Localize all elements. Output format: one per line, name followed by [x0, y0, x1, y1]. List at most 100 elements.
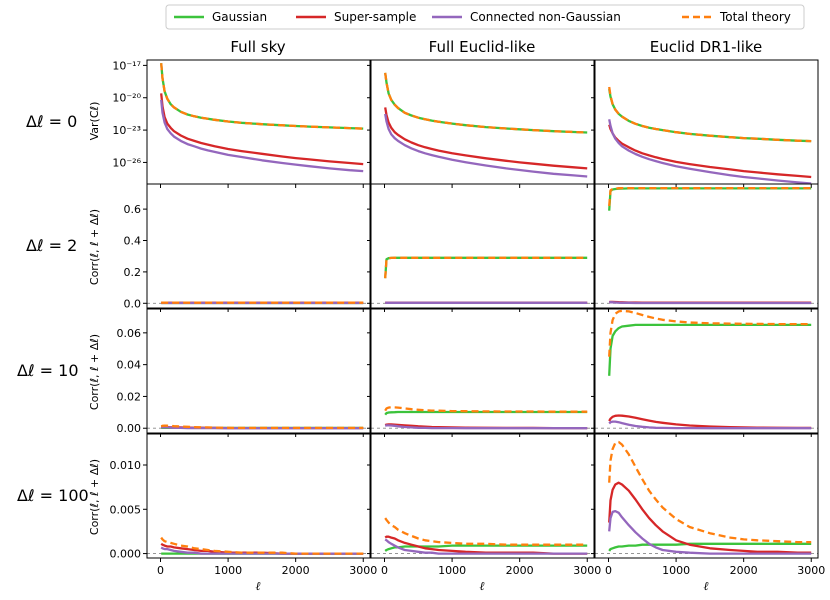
panel-r2-c2: [591, 308, 819, 437]
series-line-total: [160, 536, 364, 555]
x-axis-label-col2: ℓ: [704, 579, 709, 593]
row-label-dl0: Δℓ = 0: [26, 112, 77, 131]
panel-frame: [146, 308, 371, 434]
x-tick-label: 2000: [506, 564, 534, 577]
x-tick-label: 0: [157, 564, 164, 577]
y-tick-label: 0.0: [124, 297, 142, 310]
x-tick-label: 0: [605, 564, 612, 577]
row-label-dl2: Δℓ = 2: [26, 236, 77, 255]
panel-frame: [594, 433, 819, 559]
series-line-total: [608, 186, 812, 207]
row-label-dl10: Δℓ = 10: [17, 361, 79, 380]
y-tick-label: 0.4: [124, 235, 142, 248]
series-line-gaussian: [160, 63, 364, 130]
panel-r3-c2: 0 1000 2000 3000: [591, 433, 825, 577]
legend-label-gaussian: Gaussian: [212, 10, 267, 24]
panels: 10⁻¹⁷ 10⁻²⁰ 10⁻²³ 10⁻²⁶ 0.0 0.2 0.4 0.6 0.00 0.02…: [110, 59, 826, 577]
x-tick-label: 3000: [797, 564, 825, 577]
y-tick-label: 0.6: [124, 203, 142, 216]
y-axis-label-row0: Var(Cℓ): [88, 102, 101, 141]
y-axis-label-row2: Corr(ℓ, ℓ + Δℓ): [88, 334, 101, 410]
panel-frame: [594, 308, 819, 434]
y-tick-label: 10⁻²⁶: [112, 156, 141, 169]
panel-r1-c0: 0.0 0.2 0.4 0.6: [124, 183, 371, 312]
series-line-total: [608, 440, 812, 544]
legend: Gaussian Super-sample Connected non-Gaus…: [165, 4, 805, 30]
panel-frame: [370, 308, 595, 434]
y-tick-label: 10⁻²⁰: [112, 92, 141, 105]
series-line-supersample: [160, 93, 364, 166]
panel-r1-c1: [367, 183, 595, 312]
series-line-cng: [160, 99, 364, 173]
series-line-total: [160, 63, 364, 130]
panel-frame: [370, 183, 595, 309]
x-tick-label: 0: [381, 564, 388, 577]
y-tick-label: 0.000: [110, 548, 142, 561]
series-line-gaussian: [384, 72, 588, 134]
y-axis-label-row3: Corr(ℓ, ℓ + Δℓ): [88, 459, 101, 535]
panel-r3-c1: 0 1000 2000 3000: [367, 433, 601, 577]
series-line-gaussian: [608, 88, 812, 143]
y-tick-label: 0.02: [117, 390, 142, 403]
series-line-cng: [384, 424, 588, 430]
y-tick-label: 0.2: [124, 266, 142, 279]
series-line-cng: [608, 509, 812, 555]
y-tick-label: 10⁻¹⁷: [112, 59, 141, 72]
series-line-total: [384, 72, 588, 134]
column-title-full-euclid: Full Euclid-like: [429, 38, 536, 56]
panel-frame: [146, 433, 371, 559]
legend-label-supersample: Super-sample: [334, 10, 416, 24]
x-tick-label: 3000: [349, 564, 377, 577]
series-line-supersample: [608, 124, 812, 179]
panel-frame: [370, 433, 595, 559]
series-line-gaussian: [608, 323, 812, 376]
x-tick-label: 2000: [730, 564, 758, 577]
x-tick-label: 3000: [573, 564, 601, 577]
series-line-gaussian: [384, 544, 588, 552]
y-axis-label-row1: Corr(ℓ, ℓ + Δℓ): [88, 209, 101, 285]
series-line-gaussian: [608, 187, 812, 211]
series-line-total: [608, 309, 812, 357]
y-tick-label: 0.00: [117, 422, 142, 435]
series-line-cng: [384, 538, 588, 555]
x-tick-label: 1000: [214, 564, 242, 577]
series-line-gaussian: [608, 542, 812, 552]
panel-r2-c0: 0.00 0.02 0.04 0.06: [117, 308, 371, 437]
x-tick-label: 1000: [438, 564, 466, 577]
column-title-full-sky: Full sky: [230, 38, 285, 56]
column-title-euclid-dr1: Euclid DR1-like: [650, 38, 763, 56]
panel-r0-c2: [591, 59, 819, 188]
panel-frame: [146, 59, 371, 185]
legend-entry-gaussian: Gaussian: [174, 10, 267, 24]
y-tick-label: 0.04: [117, 359, 142, 372]
series-line-total: [160, 424, 364, 430]
x-tick-label: 1000: [662, 564, 690, 577]
y-tick-label: 0.010: [110, 459, 142, 472]
panel-frame: [146, 183, 371, 309]
series-line-total: [384, 256, 588, 279]
x-tick-label: 2000: [282, 564, 310, 577]
x-axis-label-col0: ℓ: [256, 579, 261, 593]
series-line-total: [384, 517, 588, 546]
panel-r3-c0: 0.000 0.005 0.010 0 1000 2000 3000: [110, 433, 377, 577]
y-tick-label: 0.005: [110, 503, 142, 516]
row-label-dl100: Δℓ = 100: [17, 486, 89, 505]
panel-r0-c1: [367, 59, 595, 188]
series-line-supersample: [608, 481, 812, 554]
legend-entry-total: Total theory: [682, 10, 791, 24]
series-line-total: [384, 406, 588, 413]
legend-box: [165, 4, 805, 30]
legend-entry-supersample: Super-sample: [296, 10, 416, 24]
panel-r0-c0: 10⁻¹⁷ 10⁻²⁰ 10⁻²³ 10⁻²⁶: [112, 59, 371, 188]
series-line-gaussian: [384, 256, 588, 279]
panel-r2-c1: [367, 308, 595, 437]
series-line-cng: [608, 119, 812, 185]
series-line-total: [608, 86, 812, 143]
y-tick-label: 0.06: [117, 327, 142, 340]
series-line-cng: [609, 301, 812, 305]
series-line-cng: [384, 113, 588, 178]
legend-label-cng: Connected non-Gaussian: [470, 10, 621, 24]
series-line-supersample: [384, 107, 588, 170]
panel-r1-c2: [591, 183, 819, 312]
